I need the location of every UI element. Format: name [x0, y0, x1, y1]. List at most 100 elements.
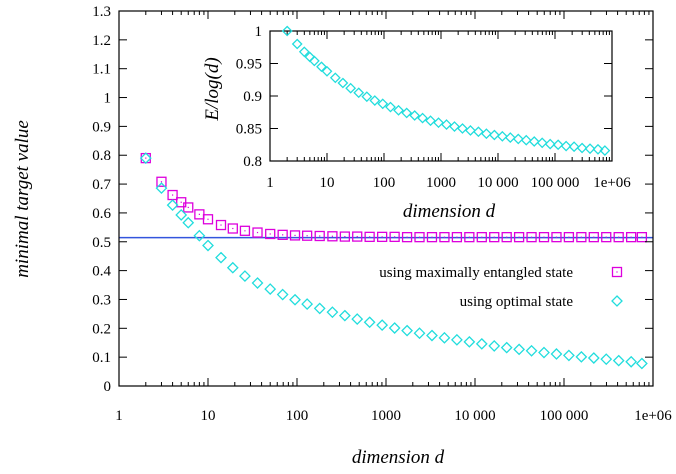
inset-data-point [281, 25, 293, 37]
data-point-square [265, 228, 276, 240]
inset-data-point [560, 140, 572, 152]
data-point-diamond [625, 355, 638, 368]
inset-x-axis-title: dimension d [403, 201, 496, 222]
main-x-tick-label: 100 [286, 408, 309, 424]
axes-layer: 1 10 100 1000 10 000 100 000 1e+06 0 0.1 0.2 0.3 0.… [92, 4, 672, 424]
main-y-tick-label: 0.8 [92, 148, 111, 164]
data-point-diamond [202, 239, 214, 252]
data-point-diamond [338, 309, 351, 322]
data-point-square [551, 232, 562, 243]
data-point-square [563, 232, 575, 243]
inset-data-point [329, 72, 341, 84]
data-point-square-center [580, 236, 582, 238]
data-point-diamond [376, 319, 389, 332]
data-point-square-center [530, 236, 533, 238]
data-point-square [252, 227, 263, 238]
data-point-diamond [193, 229, 206, 242]
inset-data-point [504, 132, 516, 144]
inset-data-point [488, 129, 500, 141]
main-x-tick-label: 1 [115, 408, 123, 424]
data-point-square [176, 197, 187, 208]
main-y-tick-label: 0.1 [92, 350, 111, 366]
data-point-square-center [593, 236, 595, 238]
inset-data-point [480, 128, 492, 140]
data-point-square [314, 230, 325, 242]
inset-x-tick-label: 10 000 [477, 175, 518, 191]
data-point-diamond [500, 341, 513, 354]
data-point-square [301, 230, 313, 241]
data-point-square [439, 232, 450, 243]
main-y-tick-label: 1.3 [92, 4, 111, 20]
legend-label: using optimal state [460, 294, 574, 310]
data-point-square-center [618, 236, 620, 238]
main-x-tick-label: 10 000 [454, 408, 495, 424]
inset-data-point [599, 145, 611, 157]
main-y-tick-label: 1.1 [92, 62, 111, 78]
data-point-diamond [450, 333, 463, 346]
inset-y-tick-label: 1 [255, 24, 263, 40]
inset-y-tick-label: 0.8 [243, 154, 262, 170]
data-point-diamond [401, 324, 413, 337]
inset-x-tick-label: 1000 [426, 175, 456, 191]
data-point-square-center [220, 224, 222, 226]
inset-data-point [377, 98, 389, 110]
inset-data-point [308, 55, 320, 67]
data-point-square-center [418, 236, 421, 238]
main-y-tick-label: 0 [104, 379, 112, 395]
inset-y-tick-label: 0.9 [243, 89, 262, 105]
data-point-square [513, 232, 525, 243]
series-maximally-entangled [140, 152, 648, 243]
inset-data-point [369, 95, 381, 106]
inset-data-point [449, 121, 460, 132]
data-point-diamond [426, 329, 438, 342]
inset-data-point [337, 77, 349, 89]
data-point-diamond [438, 331, 451, 344]
data-point-diamond [587, 352, 600, 364]
data-point-square-center [381, 236, 383, 238]
data-point-square-center [394, 236, 396, 238]
data-point-square [364, 231, 375, 243]
inset-y-axis-title: E/log(d) [202, 57, 223, 121]
legend-marker-diamond [611, 295, 623, 307]
data-point-square [289, 230, 301, 241]
main-y-tick-label: 0.6 [92, 206, 111, 222]
data-point-square [183, 202, 194, 213]
data-point-diamond [513, 343, 526, 356]
data-point-diamond [463, 335, 476, 348]
data-point-square [601, 232, 612, 243]
data-point-square [626, 232, 637, 243]
data-point-diamond [182, 216, 195, 229]
data-point-square-center [555, 236, 558, 238]
data-point-square [526, 232, 537, 243]
data-point-diamond [388, 322, 401, 334]
inset-y-tick-label: 0.95 [236, 57, 262, 73]
inset-data-point [552, 139, 564, 151]
inset-x-tick-label: 10 [320, 175, 335, 191]
data-point-diamond [351, 313, 364, 325]
main-x-tick-label: 1000 [371, 408, 401, 424]
inset-data-point [345, 82, 357, 94]
data-point-diamond [575, 350, 588, 363]
data-point-square [451, 232, 463, 243]
main-y-tick-label: 0.5 [92, 235, 111, 251]
data-point-diamond [562, 349, 575, 362]
inset-data-point [592, 143, 604, 155]
data-point-square-center [319, 235, 321, 237]
main-y-tick-label: 0.2 [92, 321, 111, 337]
data-point-diamond [635, 357, 648, 370]
main-x-tick-label: 1e+06 [634, 408, 672, 424]
inset-data-point [473, 126, 484, 138]
data-point-square [376, 231, 388, 243]
inset-data-point [465, 125, 476, 136]
inset-data-point [576, 142, 588, 154]
data-point-square [464, 232, 475, 243]
legend-label: using maximally entangled state [379, 265, 573, 281]
data-point-square [613, 232, 624, 243]
inset-data-point [433, 117, 444, 129]
data-point-square-center [331, 235, 334, 237]
inset-data-point [584, 143, 596, 155]
data-point-diamond [525, 344, 538, 357]
series-optimal [139, 152, 648, 370]
inset-data-point [321, 65, 333, 77]
data-point-square-center [356, 235, 358, 238]
